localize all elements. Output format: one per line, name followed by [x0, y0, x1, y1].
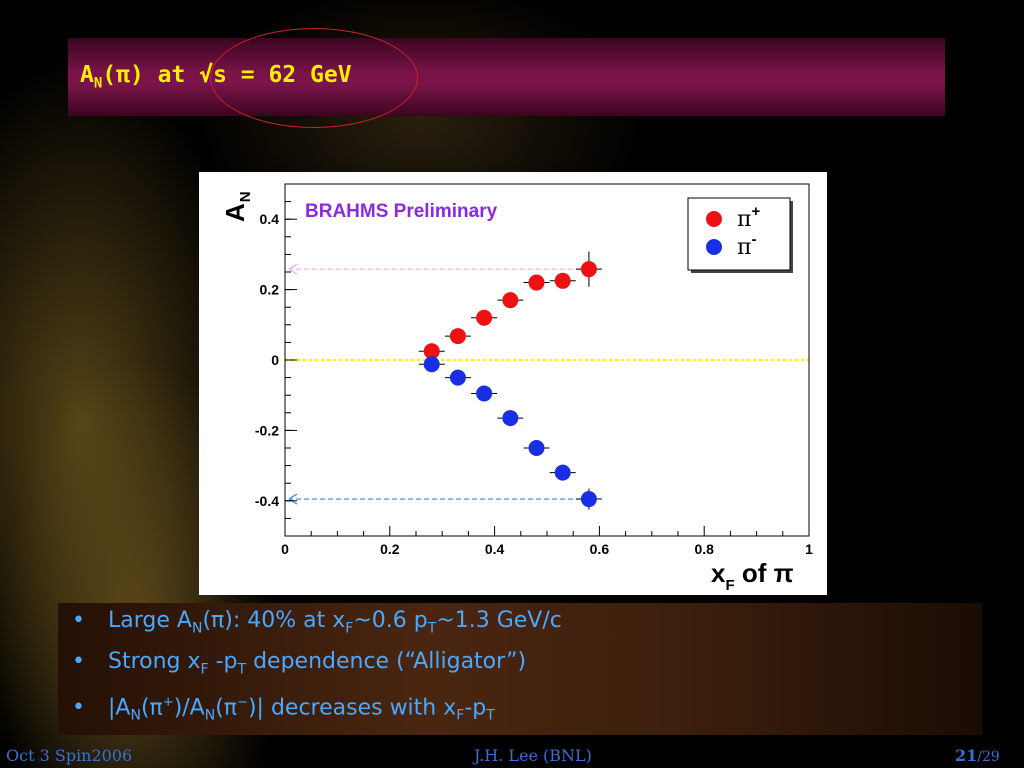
bullet-panel: [58, 603, 982, 735]
footer-date: Oct 3 Spin2006: [6, 746, 133, 765]
x-tick-label: 0.4: [485, 541, 505, 557]
data-point: [423, 343, 440, 360]
footer-author: J.H. Lee (BNL): [474, 746, 592, 765]
reference-arrow-head: [288, 263, 298, 275]
x-tick-label: 0: [281, 541, 289, 557]
chart-annotation: BRAHMS Preliminary: [305, 201, 498, 222]
data-point: [476, 309, 493, 326]
data-point: [423, 356, 440, 373]
legend-label: π+: [737, 203, 760, 232]
x-axis-title: xF of π: [711, 558, 794, 594]
x-tick-label: 0.2: [380, 541, 400, 557]
legend-marker: [706, 211, 722, 227]
x-tick-label: 0.8: [694, 541, 714, 557]
data-point: [476, 385, 493, 402]
y-tick-label: -0.2: [255, 422, 279, 438]
reference-arrow-head: [288, 493, 298, 505]
bullet-mark: •: [72, 695, 85, 721]
chart-legend: π+π-: [687, 197, 793, 273]
bullet-mark: •: [72, 608, 85, 633]
svg-text:xF of π: xF of π: [711, 558, 794, 594]
svg-text:AN: AN: [220, 191, 254, 222]
asymmetry-chart: 0 0.2 0.4 0.6 0.8 1 -0.4 -0.2 0 0.2 0.4 BRAHMS Pre…: [220, 183, 813, 594]
bullet-item: • |AN(π+)/AN(π−)| decreases with xF-pT: [72, 686, 562, 727]
y-tick-label: 0: [271, 352, 279, 368]
data-point: [580, 491, 597, 508]
y-axis-title: AN: [220, 191, 254, 222]
x-tick-label: 1: [805, 541, 813, 557]
data-point: [580, 261, 597, 278]
data-point: [502, 292, 519, 309]
page-number: 21/29: [955, 746, 1000, 765]
highlight-ellipse: [210, 28, 418, 128]
bullet-mark: •: [72, 649, 85, 674]
x-tick-label: 0.6: [590, 541, 610, 557]
bullet-item: • Strong xF -pT dependence (“Alligator”): [72, 645, 562, 686]
y-tick-label: -0.4: [255, 493, 279, 509]
data-point: [449, 328, 466, 345]
bullet-list: • Large AN(π): 40% at xF~0.6 pT~1.3 GeV/c…: [72, 604, 562, 727]
legend-label: π-: [737, 231, 756, 260]
bullet-item: • Large AN(π): 40% at xF~0.6 pT~1.3 GeV/c: [72, 604, 562, 645]
y-tick-label: 0.2: [260, 282, 280, 298]
data-point: [554, 272, 571, 289]
data-point: [449, 369, 466, 386]
y-tick-label: 0.4: [260, 211, 280, 227]
data-point: [502, 410, 519, 427]
data-point: [528, 440, 545, 456]
plot-panel: 0 0.2 0.4 0.6 0.8 1 -0.4 -0.2 0 0.2 0.4 BRAHMS Pre…: [199, 172, 827, 595]
data-point: [528, 274, 545, 291]
data-point: [554, 464, 571, 481]
legend-marker: [706, 239, 722, 255]
